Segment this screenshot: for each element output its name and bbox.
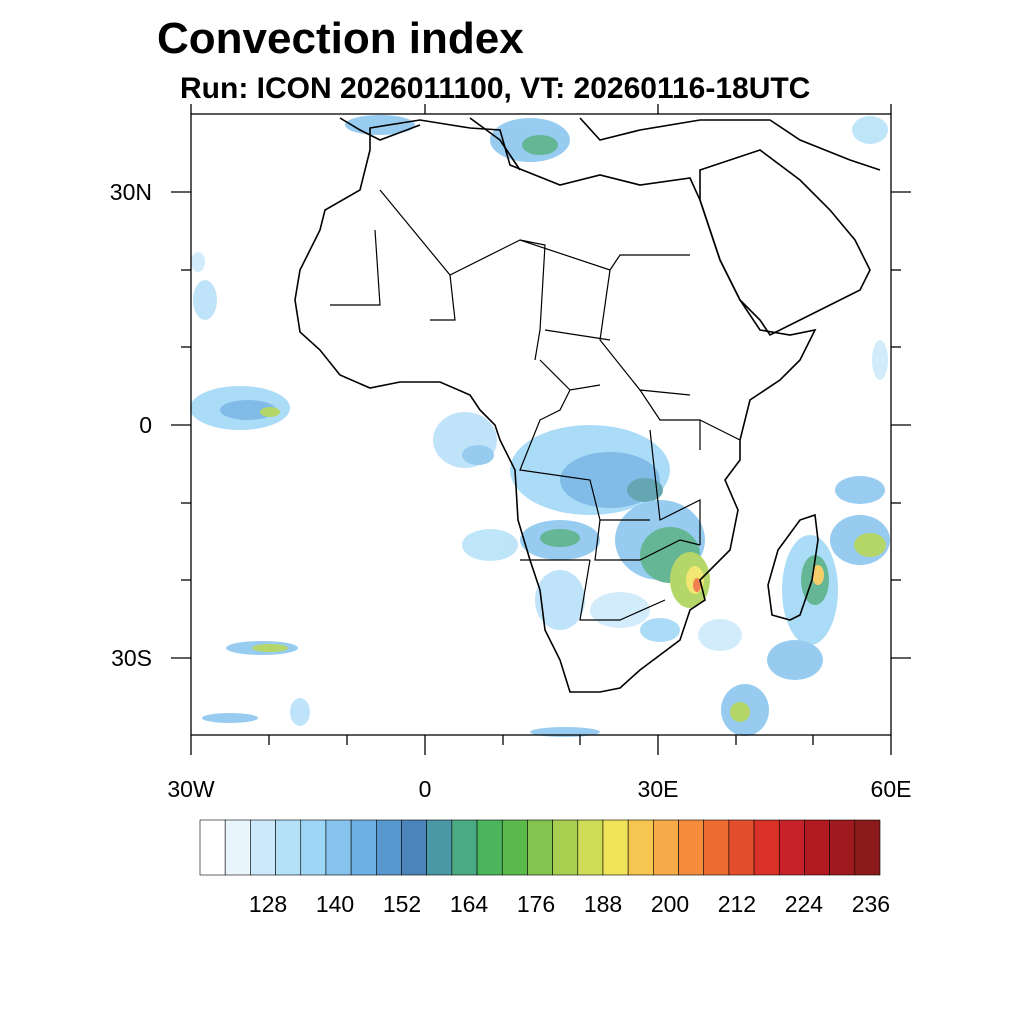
field-patch (627, 478, 663, 502)
colorbar-swatch (728, 819, 755, 876)
colorbar-swatch (753, 819, 780, 876)
field-patch (854, 533, 886, 557)
chart-title: Convection index (157, 14, 524, 63)
field-patch (345, 115, 415, 135)
colorbar-label: 236 (852, 891, 890, 917)
colorbar-label: 140 (316, 891, 354, 917)
madagascar-coastline (767, 513, 819, 621)
country-borders (330, 189, 741, 621)
field-patch (462, 529, 518, 561)
africa-coastline (294, 119, 817, 693)
field-patch (698, 619, 742, 651)
colorbar-swatch (350, 819, 377, 876)
colorbar-swatch (577, 819, 604, 876)
lon-label-60e: 60E (871, 776, 912, 802)
convection-field (190, 115, 890, 737)
colorbar-swatch (426, 819, 453, 876)
colorbar-swatch (325, 819, 352, 876)
colorbar-label: 128 (249, 891, 287, 917)
colorbar (199, 819, 881, 876)
lat-label-30s: 30S (111, 645, 152, 671)
colorbar-swatch (501, 819, 528, 876)
lat-label-30n: 30N (110, 179, 152, 205)
colorbar-swatch (199, 819, 226, 876)
lat-label-eq: 0 (139, 412, 152, 438)
field-patch (835, 476, 885, 504)
field-patch (640, 618, 680, 642)
colorbar-swatch (375, 819, 402, 876)
colorbar-label: 188 (584, 891, 622, 917)
field-patch (202, 713, 258, 723)
colorbar-swatch (552, 819, 579, 876)
field-patch (852, 116, 888, 144)
field-patch (462, 445, 494, 465)
colorbar-swatch (275, 819, 302, 876)
field-patch (812, 565, 824, 585)
colorbar-swatch (602, 819, 629, 876)
axis-ticks (171, 104, 911, 755)
field-patch (540, 529, 580, 547)
colorbar-swatch (627, 819, 654, 876)
colorbar-swatch (476, 819, 503, 876)
field-patch (767, 640, 823, 680)
colorbar-swatch (527, 819, 553, 876)
colorbar-swatch (401, 819, 427, 876)
field-patch (535, 570, 585, 630)
field-patch (522, 135, 558, 155)
lon-label-30e: 30E (638, 776, 679, 802)
field-patch (252, 644, 288, 652)
coastlines (294, 117, 881, 693)
lon-label-0: 0 (419, 776, 432, 802)
colorbar-swatch (300, 819, 327, 876)
europe-coastline (339, 117, 881, 171)
colorbar-swatch (224, 819, 251, 876)
field-patch (872, 340, 888, 380)
border-lines (330, 189, 741, 621)
colorbar-label: 224 (785, 891, 824, 917)
colorbar-swatch (250, 819, 276, 876)
colorbar-swatch (703, 819, 730, 876)
colorbar-swatch (854, 819, 881, 876)
arabia-coastline (699, 149, 871, 337)
lon-label-30w: 30W (167, 776, 215, 802)
chart-subtitle: Run: ICON 2026011100, VT: 20260116-18UTC (180, 72, 811, 105)
colorbar-swatch (451, 819, 478, 876)
colorbar-swatch (678, 819, 705, 876)
colorbar-label: 200 (651, 891, 689, 917)
field-patch (590, 592, 650, 628)
colorbar-swatch (804, 819, 830, 876)
colorbar-labels: 128 140 152 164 176 188 200 212 224 236 (249, 891, 890, 917)
field-patch (193, 280, 217, 320)
field-patch (693, 578, 701, 592)
colorbar-swatch (829, 819, 856, 876)
field-patch (290, 698, 310, 726)
field-patch (730, 702, 750, 722)
colorbar-label: 152 (383, 891, 421, 917)
colorbar-label: 164 (450, 891, 489, 917)
colorbar-swatch (778, 819, 805, 876)
field-patch (260, 407, 280, 417)
colorbar-swatch (653, 819, 679, 876)
colorbar-label: 212 (718, 891, 756, 917)
field-patch (191, 252, 205, 272)
colorbar-label: 176 (517, 891, 555, 917)
